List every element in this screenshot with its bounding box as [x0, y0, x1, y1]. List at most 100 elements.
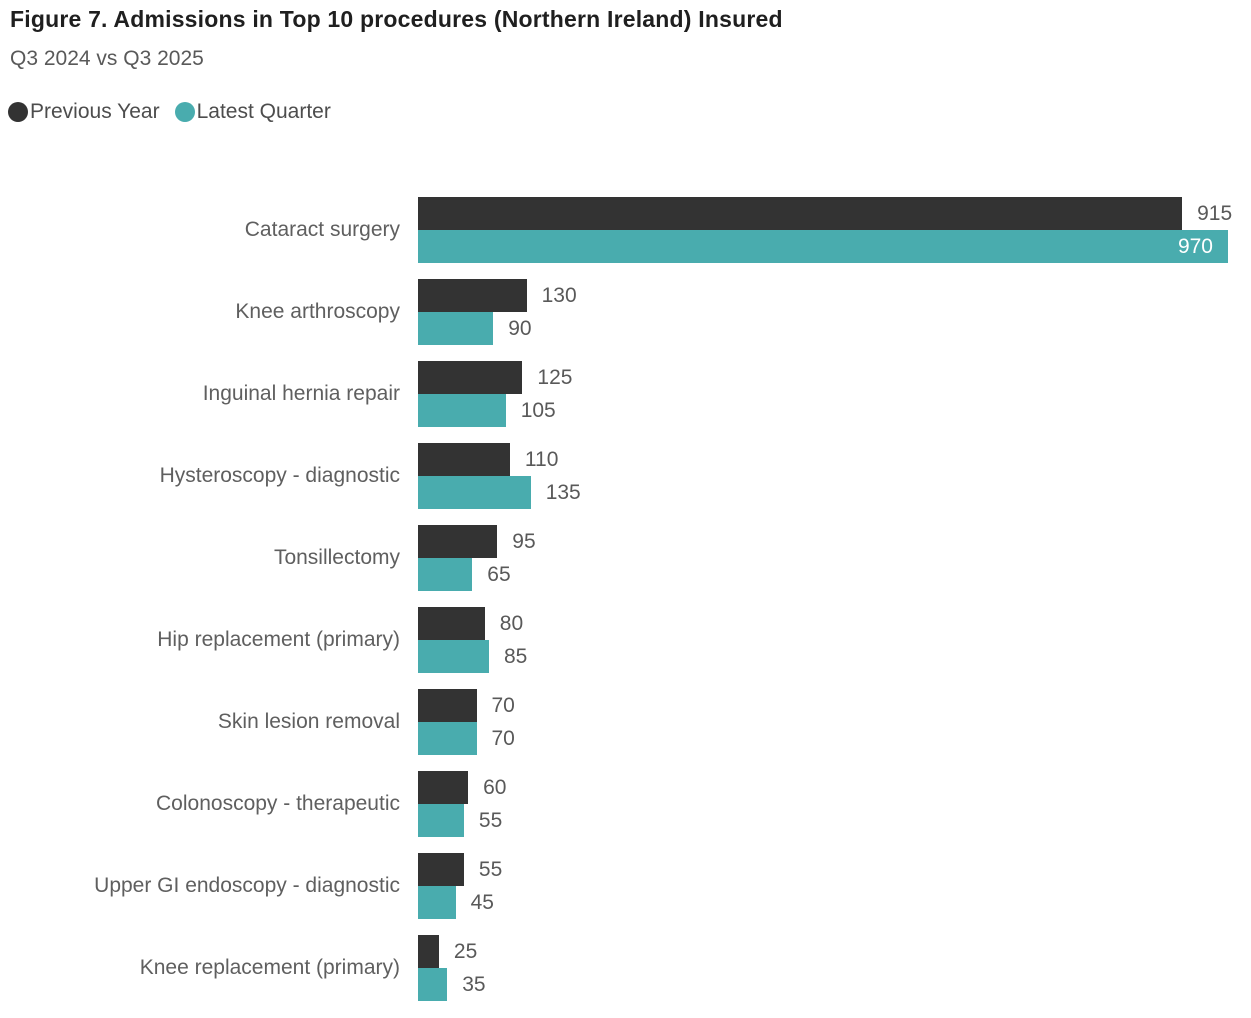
bar-line: 90	[418, 312, 1251, 345]
bar-group: 80 85	[418, 607, 1251, 673]
bar-group: 70 70	[418, 689, 1251, 755]
value-label-latest-quarter: 85	[504, 644, 528, 668]
bar-line: 60	[418, 771, 1251, 804]
value-label-latest-quarter: 55	[478, 808, 503, 832]
bar-group: 60 55	[418, 771, 1251, 837]
bar-latest-quarter	[418, 558, 473, 591]
bar-group: 25 35	[418, 935, 1251, 1001]
chart-row: Inguinal hernia repair 125 105	[0, 361, 1251, 427]
bar-group: 110 135	[418, 443, 1251, 509]
bar-line: 55	[418, 804, 1251, 837]
value-label-previous-year: 60	[483, 775, 507, 799]
bar-line: 85	[418, 640, 1251, 673]
value-label-previous-year: 125	[537, 365, 573, 389]
bar-line: 95	[418, 525, 1251, 558]
category-label: Hysteroscopy - diagnostic	[159, 464, 400, 487]
plot-area: Cataract surgery 915 970 Knee arthroscopy 13…	[0, 197, 1251, 1017]
chart-row: Hip replacement (primary) 80 85	[0, 607, 1251, 673]
bar-latest-quarter	[418, 312, 494, 345]
bar-line: 70	[418, 689, 1251, 722]
bar-line: 70	[418, 722, 1251, 755]
bar-previous-year	[418, 361, 523, 394]
chart-title: Figure 7. Admissions in Top 10 procedure…	[10, 6, 783, 32]
bar-line: 45	[418, 886, 1251, 919]
bar-previous-year	[418, 197, 1183, 230]
bar-previous-year	[418, 607, 485, 640]
value-label-latest-quarter: 35	[462, 972, 486, 996]
bar-line: 915	[418, 197, 1251, 230]
value-label-previous-year: 915	[1197, 201, 1233, 225]
bar-line: 55	[418, 853, 1251, 886]
chart-row: Cataract surgery 915 970	[0, 197, 1251, 263]
chart-row: Knee arthroscopy 130 90	[0, 279, 1251, 345]
value-label-previous-year: 80	[499, 611, 524, 635]
legend: Previous Year Latest Quarter	[8, 100, 331, 124]
value-label-previous-year: 110	[524, 447, 559, 471]
chart-row: Knee replacement (primary) 25 35	[0, 935, 1251, 1001]
chart-row: Colonoscopy - therapeutic 60 55	[0, 771, 1251, 837]
bar-previous-year	[418, 935, 439, 968]
bar-previous-year	[418, 525, 498, 558]
bar-previous-year	[418, 443, 510, 476]
value-label-latest-quarter: 135	[545, 480, 581, 504]
category-label: Knee replacement (primary)	[139, 956, 400, 979]
legend-label-previous-year: Previous Year	[30, 100, 160, 123]
category-label: Knee arthroscopy	[235, 300, 400, 323]
bar-line: 110	[418, 443, 1251, 476]
bar-group: 915 970	[418, 197, 1251, 263]
bar-latest-quarter: 970	[418, 230, 1228, 263]
chart-row: Upper GI endoscopy - diagnostic 55 45	[0, 853, 1251, 919]
value-label-latest-quarter: 90	[508, 316, 532, 340]
value-label-latest-quarter: 65	[487, 562, 511, 586]
bar-latest-quarter	[418, 886, 456, 919]
bar-line: 35	[418, 968, 1251, 1001]
bar-latest-quarter	[418, 394, 506, 427]
bar-latest-quarter	[418, 476, 531, 509]
bar-previous-year	[418, 279, 527, 312]
bar-group: 130 90	[418, 279, 1251, 345]
category-label: Skin lesion removal	[217, 710, 400, 733]
value-label-previous-year: 95	[512, 529, 536, 553]
chart-subtitle: Q3 2024 vs Q3 2025	[10, 47, 204, 70]
bar-latest-quarter	[418, 968, 448, 1001]
bar-line: 130	[418, 279, 1251, 312]
category-label: Hip replacement (primary)	[157, 628, 400, 651]
legend-item-previous-year[interactable]: Previous Year	[8, 100, 160, 124]
bar-group: 125 105	[418, 361, 1251, 427]
bar-latest-quarter	[418, 640, 489, 673]
legend-marker-previous-year-icon	[8, 102, 28, 122]
value-label-previous-year: 55	[478, 857, 503, 881]
category-label: Colonoscopy - therapeutic	[156, 792, 400, 815]
value-label-previous-year: 25	[453, 939, 478, 963]
value-label-latest-quarter: 45	[470, 890, 494, 914]
category-label: Inguinal hernia repair	[202, 382, 400, 405]
category-label: Tonsillectomy	[273, 546, 400, 569]
chart-row: Hysteroscopy - diagnostic 110 135	[0, 443, 1251, 509]
legend-label-latest-quarter: Latest Quarter	[196, 100, 331, 123]
category-label: Upper GI endoscopy - diagnostic	[94, 874, 400, 897]
bar-line: 65	[418, 558, 1251, 591]
bar-line: 970	[418, 230, 1251, 263]
chart-row: Skin lesion removal 70 70	[0, 689, 1251, 755]
value-label-previous-year: 130	[541, 283, 577, 307]
legend-item-latest-quarter[interactable]: Latest Quarter	[174, 100, 331, 124]
value-label-previous-year: 70	[491, 693, 515, 717]
legend-marker-latest-quarter-icon	[174, 102, 195, 122]
bar-previous-year	[418, 689, 477, 722]
value-label-latest-quarter: 105	[520, 398, 556, 422]
bar-latest-quarter	[418, 722, 477, 755]
bar-group: 55 45	[418, 853, 1251, 919]
category-label: Cataract surgery	[244, 218, 400, 241]
chart-row: Tonsillectomy 95 65	[0, 525, 1251, 591]
bar-previous-year	[418, 853, 464, 886]
bar-line: 105	[418, 394, 1251, 427]
bar-line: 25	[418, 935, 1251, 968]
bar-previous-year	[418, 771, 469, 804]
bar-latest-quarter	[418, 804, 464, 837]
value-label-latest-quarter: 970	[1177, 234, 1213, 258]
bar-line: 80	[418, 607, 1251, 640]
value-label-latest-quarter: 70	[491, 726, 515, 750]
bar-line: 135	[418, 476, 1251, 509]
bar-line: 125	[418, 361, 1251, 394]
